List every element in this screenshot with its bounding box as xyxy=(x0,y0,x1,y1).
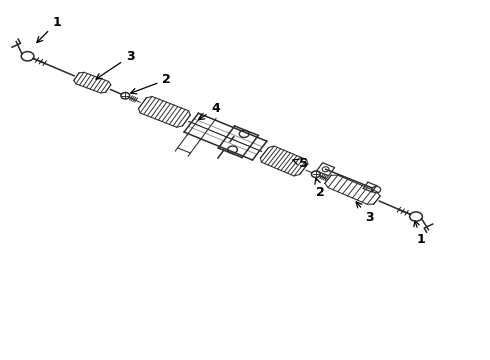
Text: 4: 4 xyxy=(198,102,220,120)
Text: 1: 1 xyxy=(37,16,61,42)
Text: 3: 3 xyxy=(96,50,134,79)
Text: 2: 2 xyxy=(315,178,325,199)
Text: 1: 1 xyxy=(414,221,425,246)
Text: 5: 5 xyxy=(293,157,308,170)
Text: 2: 2 xyxy=(131,73,171,94)
Text: 3: 3 xyxy=(356,202,374,224)
